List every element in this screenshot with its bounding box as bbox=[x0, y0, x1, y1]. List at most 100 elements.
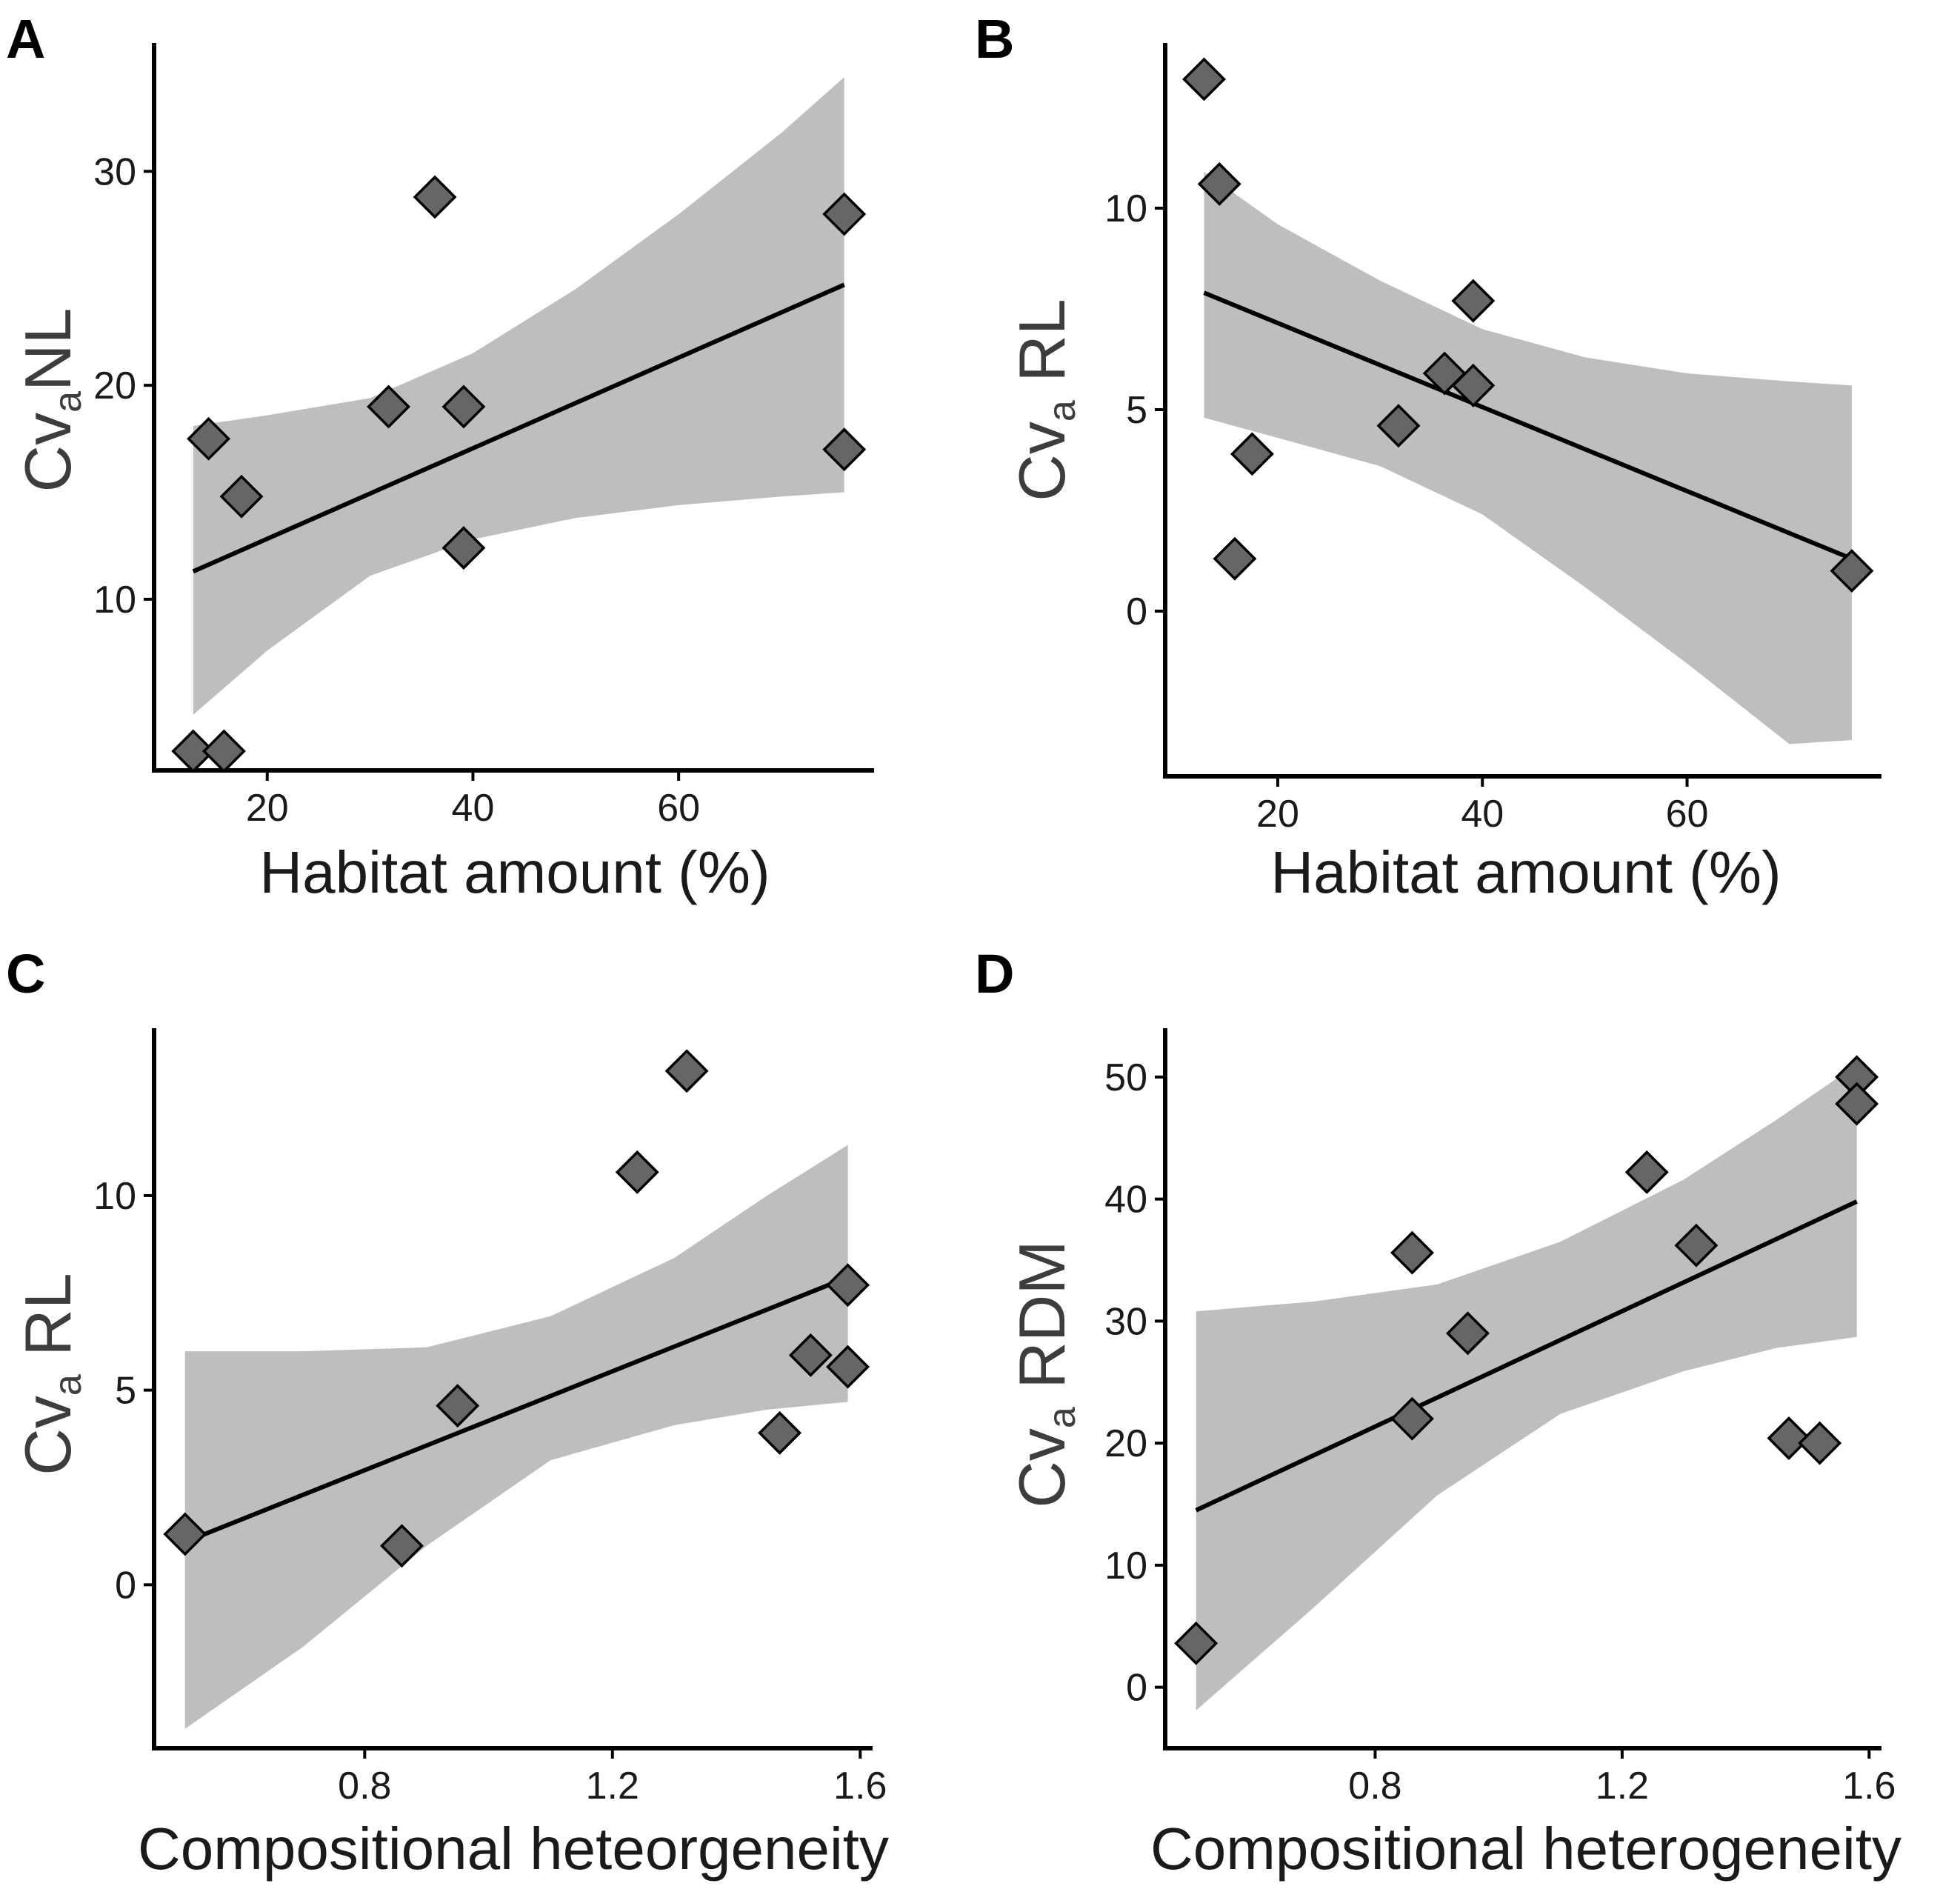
panel-a-y-axis-title: CvaNL bbox=[11, 308, 90, 493]
panel-d-data-point bbox=[1798, 1421, 1842, 1465]
panel-d-data-point bbox=[1390, 1396, 1434, 1441]
panel-a-x-tick-label: 20 bbox=[246, 787, 289, 830]
panel-b-y-title-main: Cv bbox=[1005, 422, 1079, 502]
panel-b-data-point bbox=[1230, 432, 1274, 476]
panel-c-x-tick-label: 1.2 bbox=[586, 1765, 639, 1808]
panel-a-data-point bbox=[441, 526, 486, 570]
panel-c-data-point bbox=[758, 1410, 802, 1455]
panel-a-data-point bbox=[171, 729, 216, 773]
panel-b-x-tick-label: 20 bbox=[1256, 793, 1299, 836]
panel-c-data-point bbox=[826, 1345, 870, 1389]
panel-d-y-axis-title: Cva RDM bbox=[1005, 1240, 1084, 1507]
panel-b-data-point bbox=[1376, 404, 1421, 448]
panel-d-y-tick-label: 40 bbox=[1104, 1179, 1147, 1222]
panel-c-y-tick-label: 5 bbox=[115, 1370, 136, 1413]
panel-d-y-tick-label: 10 bbox=[1104, 1545, 1147, 1588]
panel-b-data-point bbox=[1830, 549, 1874, 593]
panel-c-y-tick-label: 0 bbox=[115, 1564, 136, 1607]
panel-a-y-title-rest: NL bbox=[11, 308, 84, 392]
panel-b-x-tick-label: 60 bbox=[1666, 793, 1709, 836]
panel-d-data-point bbox=[1624, 1150, 1669, 1194]
panel-c-x-tick-label: 0.8 bbox=[338, 1765, 391, 1808]
panel-b-data-point bbox=[1451, 279, 1496, 323]
panel-b-data-point bbox=[1197, 161, 1241, 206]
panel-d-regression-line bbox=[1195, 1199, 1858, 1513]
panel-a-y-title-sub: a bbox=[47, 391, 90, 413]
panel-c-confidence-band bbox=[184, 1145, 848, 1729]
panel-b-confidence-band bbox=[1204, 172, 1852, 744]
panel-a-data-point bbox=[413, 175, 457, 219]
panel-d-y-title-main: Cv bbox=[1005, 1428, 1079, 1508]
panel-b-data-point bbox=[1182, 57, 1226, 101]
panel-d-data-point bbox=[1174, 1621, 1219, 1665]
panel-c-letter: C bbox=[6, 943, 45, 1005]
panel-c-data-point bbox=[664, 1049, 709, 1093]
panel-d-y-title-rest: RDM bbox=[1005, 1240, 1079, 1407]
panel-a-confidence-band bbox=[193, 77, 844, 715]
panel-d-x-tick-label: 1.2 bbox=[1596, 1765, 1649, 1808]
panel-d-y-tick-label: 50 bbox=[1104, 1056, 1147, 1099]
panel-a-data-point bbox=[822, 427, 867, 472]
panel-a-data-point bbox=[367, 384, 411, 429]
panel-a-x-tick-label: 60 bbox=[657, 787, 700, 830]
panel-c-y-title-rest: RL bbox=[11, 1273, 84, 1374]
panel-c-x-tick-label: 1.6 bbox=[833, 1765, 887, 1808]
panel-d-data-point bbox=[1835, 1082, 1879, 1126]
panel-c-data-point bbox=[615, 1150, 659, 1194]
panel-b-y-title-rest: RL bbox=[1005, 299, 1079, 400]
panel-c-data-point bbox=[826, 1263, 870, 1307]
panel-d-x-tick-label: 0.8 bbox=[1348, 1765, 1401, 1808]
panel-a-data-point bbox=[219, 474, 264, 519]
panel-b-letter: B bbox=[975, 8, 1014, 70]
panel-b-y-title-sub: a bbox=[1041, 400, 1084, 422]
panel-d-data-point bbox=[1390, 1230, 1434, 1275]
panel-d-y-tick-label: 0 bbox=[1126, 1667, 1147, 1710]
panel-c-data-point bbox=[380, 1524, 424, 1568]
panel-a-data-point bbox=[201, 729, 246, 773]
panel-c-x-axis-title: Compositional heteorgeneity bbox=[138, 1816, 889, 1882]
panel-a: A 20 40 60 10 20 30 Habitat amount (%) CvaNL bbox=[6, 8, 874, 905]
panel-d-x-tick-label: 1.6 bbox=[1842, 1765, 1896, 1808]
panel-b-x-tick-label: 40 bbox=[1461, 793, 1504, 836]
panel-c-regression-line bbox=[184, 1275, 849, 1545]
panel-a-regression-line bbox=[192, 282, 845, 574]
panel-a-y-tick-label: 30 bbox=[93, 150, 136, 193]
panel-a-y-tick-label: 10 bbox=[93, 579, 136, 622]
panel-d-data-point bbox=[1445, 1311, 1490, 1356]
panel-d-x-axis-title: Compositional heterogeneity bbox=[1150, 1816, 1901, 1882]
panel-d-y-title-sub: a bbox=[1041, 1407, 1084, 1428]
panel-c-y-title-main: Cv bbox=[11, 1396, 84, 1476]
panel-c-y-axis-title: Cva RL bbox=[11, 1273, 90, 1475]
panel-c-data-point bbox=[788, 1333, 833, 1377]
panel-a-letter: A bbox=[6, 8, 45, 70]
panel-c-data-point bbox=[436, 1384, 480, 1428]
panel-a-x-tick-label: 40 bbox=[452, 787, 495, 830]
panel-b: B 20 40 60 0 5 10 Habitat amount (%) Cva RL bbox=[975, 8, 1881, 905]
panel-d-data-point bbox=[1767, 1416, 1811, 1461]
panel-d-y-tick-label: 30 bbox=[1104, 1300, 1147, 1343]
panel-b-data-point bbox=[1213, 536, 1257, 581]
panel-d-letter: D bbox=[975, 943, 1014, 1005]
panel-a-y-tick-label: 20 bbox=[93, 364, 136, 407]
panel-b-y-tick-label: 0 bbox=[1126, 590, 1147, 633]
panel-d-y-tick-label: 20 bbox=[1104, 1422, 1147, 1465]
panel-b-y-tick-label: 10 bbox=[1104, 187, 1147, 230]
panel-d-data-point bbox=[1674, 1223, 1719, 1267]
panel-d-confidence-band bbox=[1196, 1065, 1857, 1710]
panel-c-data-point bbox=[163, 1512, 207, 1556]
panel-a-y-title-main: Cv bbox=[11, 413, 84, 493]
panel-b-regression-line bbox=[1203, 290, 1853, 562]
panel-a-data-point bbox=[441, 384, 486, 429]
panel-b-y-tick-label: 5 bbox=[1126, 389, 1147, 432]
panel-b-x-axis-title: Habitat amount (%) bbox=[1270, 839, 1781, 905]
panel-a-data-point bbox=[822, 192, 867, 236]
panel-c: C 0.8 1.2 1.6 0 5 10 Compositional heteorgene… bbox=[6, 943, 889, 1882]
panel-c-y-title-sub: a bbox=[47, 1374, 90, 1396]
panel-d: D 0.8 1.2 1.6 0 10 20 30 40 50 Compositional het… bbox=[975, 943, 1901, 1882]
panel-b-y-axis-title: Cva RL bbox=[1005, 299, 1084, 501]
panel-a-x-axis-title: Habitat amount (%) bbox=[259, 839, 770, 905]
panel-b-data-point bbox=[1451, 363, 1496, 407]
panel-c-y-tick-label: 10 bbox=[93, 1175, 136, 1218]
panel-a-data-point bbox=[187, 416, 231, 461]
